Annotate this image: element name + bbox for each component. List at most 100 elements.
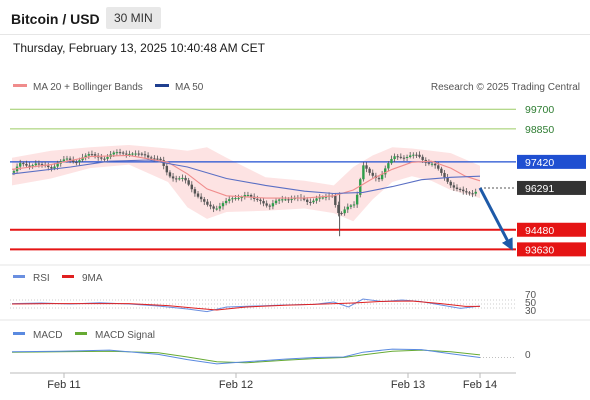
candle-body xyxy=(362,165,365,180)
candle-body xyxy=(50,167,53,169)
candle-body xyxy=(37,163,41,165)
candle-body xyxy=(112,152,115,155)
level-tag-94480 xyxy=(517,222,586,237)
candle-body xyxy=(315,198,318,201)
candle-body xyxy=(405,157,409,159)
level-label-94480: 94480 xyxy=(525,225,554,237)
candle-body xyxy=(184,177,187,181)
macd-tick-0: 0 xyxy=(525,350,531,361)
candle-body xyxy=(433,163,437,166)
rsi-ma-legend-swatch xyxy=(62,275,74,278)
timeframe-button[interactable]: 30 MIN xyxy=(106,7,161,29)
candle-body xyxy=(259,199,262,202)
rsi-ma-line xyxy=(11,300,480,311)
candle-body xyxy=(156,158,159,160)
rsi-legend-label: RSI xyxy=(33,273,50,284)
x-tick-label: Feb 12 xyxy=(219,379,253,391)
candle-body xyxy=(187,180,190,185)
candle-body xyxy=(81,157,84,161)
candle-body xyxy=(355,194,359,205)
candle-body xyxy=(131,153,134,155)
credit-label: Research © 2025 Trading Central xyxy=(431,82,580,93)
candle-body xyxy=(377,177,381,180)
candle-body xyxy=(209,204,212,207)
candle-body xyxy=(380,174,384,180)
candle-body xyxy=(115,152,119,154)
candle-body xyxy=(443,172,446,178)
candle-body xyxy=(128,153,131,155)
candle-body xyxy=(243,195,247,198)
macd-panel xyxy=(11,348,516,365)
candle-body xyxy=(343,209,346,214)
candle-body xyxy=(471,193,474,195)
candle-body xyxy=(65,158,69,160)
level-label-93630: 93630 xyxy=(525,244,554,256)
candle-body xyxy=(78,160,81,163)
candle-body xyxy=(168,172,172,177)
rsi-legend-swatch xyxy=(13,275,25,278)
candle-body xyxy=(240,197,243,199)
candle-body xyxy=(415,154,418,156)
candle-body xyxy=(31,165,34,167)
level-tag-93630 xyxy=(517,242,586,257)
candle-body xyxy=(421,156,424,160)
candle-body xyxy=(287,199,290,201)
macd-signal-line xyxy=(11,349,481,364)
timestamp: Thursday, February 13, 2025 10:40:48 AM … xyxy=(13,41,265,55)
candle-body xyxy=(312,200,315,203)
candle-body xyxy=(137,153,140,155)
candle-body xyxy=(446,177,449,182)
candle-body xyxy=(455,187,459,189)
ma20-line xyxy=(11,154,481,199)
instrument-title: Bitcoin / USD xyxy=(11,11,100,27)
candle-body xyxy=(28,165,31,167)
candle-body xyxy=(359,179,362,195)
candle-body xyxy=(171,176,175,179)
candle-body xyxy=(402,157,406,159)
candle-body xyxy=(143,154,147,156)
candle-body xyxy=(90,154,94,156)
candle-body xyxy=(321,197,325,199)
candle-body xyxy=(458,188,462,190)
candle-body xyxy=(365,165,368,169)
x-tick-label: Feb 11 xyxy=(47,379,80,391)
candle-body xyxy=(418,154,421,157)
candle-body xyxy=(100,157,103,159)
candle-body xyxy=(87,154,91,156)
ma50-legend-label: MA 50 xyxy=(175,82,204,93)
forecast-arrow xyxy=(478,187,513,251)
candle-body xyxy=(390,159,393,164)
candle-body xyxy=(265,203,268,206)
candle-body xyxy=(196,193,200,197)
candle-body xyxy=(140,153,144,155)
candle-body xyxy=(384,168,387,175)
candle-body xyxy=(22,163,25,165)
candle-body xyxy=(121,152,125,154)
candle-body xyxy=(215,208,218,210)
candle-body xyxy=(174,178,178,180)
main-legend: MA 20 + Bollinger Bands MA 50 Research ©… xyxy=(13,82,580,93)
candle-body xyxy=(465,191,468,193)
candlesticks xyxy=(12,148,477,237)
candle-body xyxy=(234,198,237,200)
candle-body xyxy=(309,201,312,203)
candle-body xyxy=(371,172,374,176)
price-level-labels: 99700 98850 97420 96291 94480 93630 xyxy=(517,104,586,257)
candle-body xyxy=(249,194,253,197)
rsi-tick-50: 50 xyxy=(525,298,537,309)
candle-body xyxy=(47,165,50,168)
candle-body xyxy=(396,156,399,158)
candle-body xyxy=(106,157,109,159)
candle-body xyxy=(84,155,87,158)
candle-body xyxy=(146,155,150,158)
macd-signal-legend-swatch xyxy=(75,332,87,335)
candle-body xyxy=(199,196,203,200)
macd-legend-swatch xyxy=(13,332,25,335)
candle-body xyxy=(427,162,431,164)
candle-body xyxy=(468,192,471,194)
candle-body xyxy=(68,158,72,160)
candle-body xyxy=(181,177,184,179)
candle-body xyxy=(256,198,259,200)
chart-header: Bitcoin / USD 30 MIN xyxy=(0,0,590,36)
candle-body xyxy=(440,168,443,173)
